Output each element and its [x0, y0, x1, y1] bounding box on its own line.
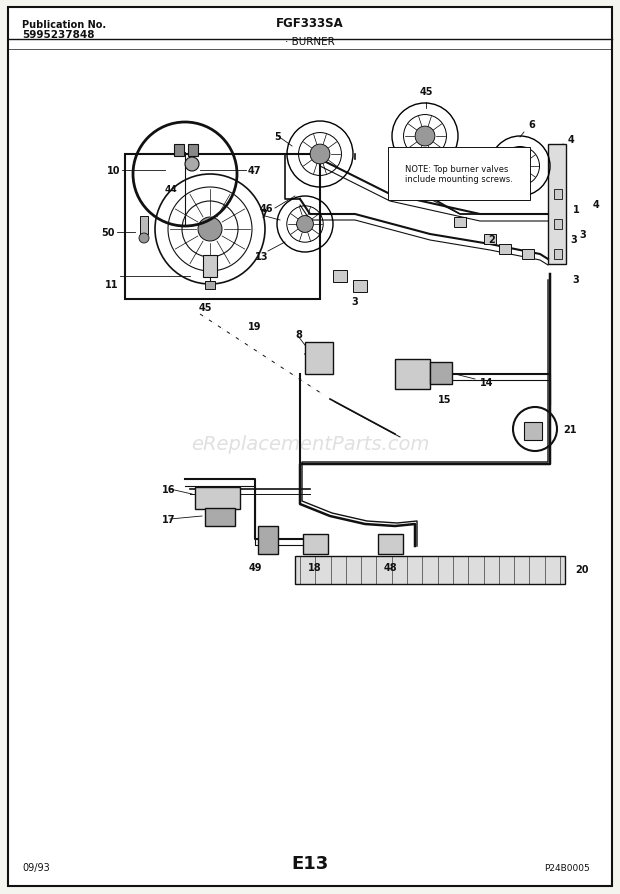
Text: 45: 45 — [419, 87, 433, 97]
Text: 21: 21 — [563, 425, 577, 434]
Bar — [303, 535, 328, 554]
Bar — [522, 249, 534, 260]
Text: 47: 47 — [248, 165, 262, 176]
Bar — [203, 256, 217, 278]
Bar — [499, 245, 511, 255]
Bar — [305, 342, 333, 375]
Bar — [395, 359, 430, 390]
Circle shape — [310, 145, 330, 164]
Text: 18: 18 — [308, 562, 322, 572]
Bar — [205, 282, 215, 290]
Bar — [454, 218, 466, 228]
Bar — [333, 271, 347, 283]
Bar — [548, 145, 566, 265]
Circle shape — [139, 233, 149, 244]
Bar — [295, 556, 565, 585]
Bar — [140, 216, 148, 235]
Text: 48: 48 — [383, 562, 397, 572]
Text: NOTE: Top burner valves
include mounting screws.: NOTE: Top burner valves include mounting… — [405, 164, 513, 184]
Text: 16: 16 — [162, 485, 175, 494]
Bar — [430, 363, 452, 384]
Text: 7: 7 — [260, 210, 267, 220]
Text: E13: E13 — [291, 854, 329, 872]
Text: 3: 3 — [570, 235, 577, 245]
Bar — [205, 509, 235, 527]
Circle shape — [198, 218, 222, 241]
Circle shape — [415, 127, 435, 147]
Text: 5995237848: 5995237848 — [22, 30, 94, 40]
Text: 09/93: 09/93 — [22, 862, 50, 872]
Text: 1: 1 — [573, 205, 580, 215]
Bar — [378, 535, 403, 554]
Bar — [195, 487, 240, 510]
Text: 17: 17 — [162, 514, 175, 525]
Text: 14: 14 — [480, 377, 494, 388]
Text: 4: 4 — [593, 199, 600, 210]
Text: 50: 50 — [102, 228, 115, 238]
Bar — [125, 155, 320, 299]
Text: 20: 20 — [575, 564, 588, 574]
Text: 19: 19 — [248, 322, 262, 332]
Text: 11: 11 — [105, 280, 118, 290]
Bar — [554, 249, 562, 260]
Text: 4: 4 — [568, 135, 575, 145]
Bar — [554, 190, 562, 199]
Circle shape — [185, 158, 199, 172]
Text: 15: 15 — [438, 394, 452, 405]
Text: 6: 6 — [528, 120, 534, 130]
Bar — [524, 423, 542, 441]
Text: 13: 13 — [255, 252, 268, 262]
Text: Publication No.: Publication No. — [22, 20, 106, 30]
Text: 3: 3 — [579, 230, 586, 240]
Bar — [174, 145, 184, 156]
Text: 45: 45 — [198, 303, 212, 313]
Text: 49: 49 — [248, 562, 262, 572]
Text: P24B0005: P24B0005 — [544, 863, 590, 872]
Text: eReplacementParts.com: eReplacementParts.com — [191, 435, 429, 454]
Bar — [188, 145, 198, 156]
Circle shape — [511, 158, 529, 176]
Text: 5: 5 — [274, 131, 281, 142]
Circle shape — [296, 216, 313, 233]
Text: 3: 3 — [572, 274, 578, 284]
Text: FGF333SA: FGF333SA — [276, 17, 344, 30]
Text: 2: 2 — [488, 235, 495, 245]
Bar — [258, 527, 278, 554]
Text: 10: 10 — [107, 165, 120, 176]
Text: 8: 8 — [295, 330, 302, 340]
Text: 46: 46 — [260, 204, 273, 214]
Bar — [554, 220, 562, 230]
Text: 3: 3 — [352, 297, 358, 307]
Text: · BURNER: · BURNER — [285, 37, 335, 47]
Text: 44: 44 — [164, 184, 177, 193]
Bar — [353, 281, 367, 292]
Bar — [484, 235, 496, 245]
